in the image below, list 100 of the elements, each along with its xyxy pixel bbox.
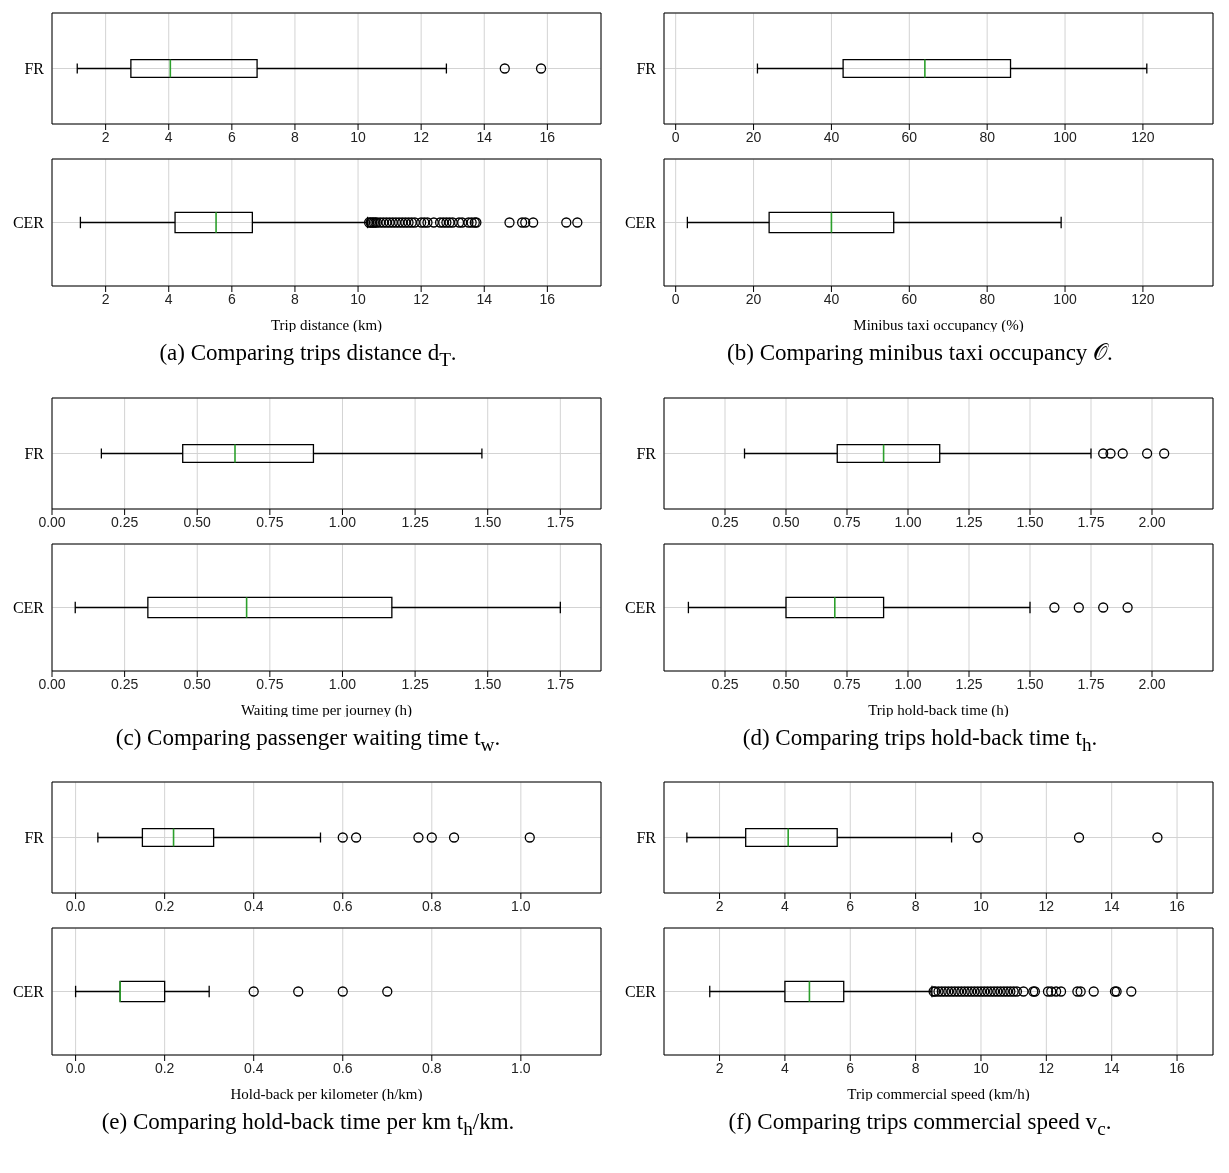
x-tick-label: 1.50	[1016, 513, 1044, 530]
x-tick-label: 0.50	[183, 513, 212, 530]
x-tick-label: 12	[413, 290, 430, 307]
x-tick-label: 1.00	[328, 513, 357, 530]
x-tick-label: 0.25	[711, 513, 739, 530]
x-tick-label: 40	[823, 128, 840, 145]
x-tick-label: 0.0	[65, 898, 86, 915]
text: (b) Comparing minibus taxi occupancy 𝒪.	[726, 340, 1114, 366]
y-tick-label: FR	[636, 60, 657, 78]
x-tick-label: 0.0	[65, 1060, 86, 1077]
x-tick-label: 1.75	[1077, 513, 1105, 530]
x-tick-label: 0.2	[154, 898, 175, 915]
x-tick-label: 6	[227, 128, 236, 145]
x-tick-label: 0.8	[422, 1060, 442, 1077]
x-tick-label: 0.75	[833, 675, 861, 692]
x-tick-label: 0.25	[711, 675, 739, 692]
x-tick-label: 6	[846, 898, 855, 915]
x-tick-label: 8	[291, 290, 300, 307]
x-tick-label: 1.00	[328, 675, 357, 692]
x-tick-label: 10	[973, 898, 989, 915]
x-tick-label: 0.75	[833, 513, 861, 530]
x-tick-label: 0.8	[422, 898, 442, 915]
y-tick-label: CER	[12, 598, 45, 616]
x-tick-label: 1.25	[955, 513, 983, 530]
x-tick-label: 0.25	[110, 675, 139, 692]
x-tick-label: 8	[291, 128, 300, 145]
x-tick-label: 12	[413, 128, 430, 145]
x-tick-label: 0.50	[772, 675, 800, 692]
x-tick-label: 1.50	[474, 675, 502, 692]
x-tick-label: 0.6	[333, 1060, 353, 1077]
x-tick-label: 1.75	[546, 675, 575, 692]
x-tick-label: 1.0	[511, 898, 531, 915]
x-tick-label: 1.0	[511, 1060, 531, 1077]
x-tick-label: 60	[901, 128, 918, 145]
x-tick-label: 0.2	[154, 1060, 175, 1077]
x-tick-label: 1.75	[1077, 675, 1105, 692]
text: (f) Comparing trips commercial speed v$_{c}$.	[727, 1109, 1113, 1140]
text: (d) Comparing trips hold-back time t$_{h}$.	[741, 724, 1099, 756]
x-tick-label: 60	[901, 290, 918, 307]
x-tick-label: 0.75	[256, 513, 284, 530]
x-tick-label: 120	[1131, 290, 1155, 307]
x-tick-label: 2	[101, 290, 110, 307]
x-tick-label: 1.25	[401, 513, 429, 530]
x-tick-label: 0.75	[256, 675, 284, 692]
x-tick-label: 14	[476, 290, 493, 307]
x-tick-label: 12	[1038, 1060, 1055, 1077]
text: (a) Comparing trips distance d$_{T}$.	[158, 340, 458, 371]
x-tick-label: 6	[846, 1060, 855, 1077]
x-tick-label: 0.25	[110, 513, 139, 530]
x-tick-label: 8	[911, 898, 920, 915]
x-tick-label: 1.50	[474, 513, 502, 530]
text: (e) Comparing hold-back time per km t$_{h}$/km.	[100, 1109, 516, 1140]
x-tick-label: 0.50	[772, 513, 800, 530]
y-tick-label: FR	[636, 444, 657, 462]
x-tick-label: 1.75	[546, 513, 575, 530]
x-tick-label: 8	[911, 1060, 920, 1077]
y-tick-label: CER	[12, 983, 45, 1001]
y-tick-label: CER	[624, 214, 657, 232]
x-tick-label: 100	[1053, 290, 1077, 307]
x-tick-label: 80	[979, 128, 996, 145]
y-tick-label: FR	[24, 444, 45, 462]
x-tick-label: 4	[781, 898, 790, 915]
x-tick-label: 4	[164, 128, 173, 145]
x-tick-label: 2	[101, 128, 110, 145]
x-tick-label: 0.6	[333, 898, 353, 915]
x-tick-label: 12	[1038, 898, 1055, 915]
x-tick-label: 14	[476, 128, 493, 145]
x-tick-label: 1.25	[401, 675, 429, 692]
x-tick-label: 4	[781, 1060, 790, 1077]
x-tick-label: 2	[715, 1060, 724, 1077]
x-tick-label: 14	[1103, 898, 1120, 915]
y-tick-label: CER	[12, 214, 45, 232]
x-tick-label: 0	[671, 290, 680, 307]
x-tick-label: 40	[823, 290, 840, 307]
x-tick-label: 1.00	[894, 675, 922, 692]
x-tick-label: 10	[350, 128, 367, 145]
x-tick-label: 6	[227, 290, 236, 307]
x-tick-label: 1.25	[955, 675, 983, 692]
x-tick-label: 0.00	[38, 513, 66, 530]
x-tick-label: 1.50	[1016, 675, 1044, 692]
x-tick-label: 10	[973, 1060, 989, 1077]
x-tick-label: 16	[539, 128, 556, 145]
x-tick-label: 120	[1131, 128, 1155, 145]
y-tick-label: FR	[636, 829, 657, 847]
y-tick-label: CER	[624, 983, 657, 1001]
x-tick-label: 1.00	[894, 513, 922, 530]
x-tick-label: 0.4	[243, 1060, 264, 1077]
x-tick-label: 20	[745, 128, 762, 145]
x-tick-label: 2.00	[1138, 513, 1166, 530]
x-tick-label: 0.4	[243, 898, 264, 915]
x-tick-label: 16	[539, 290, 556, 307]
x-tick-label: 100	[1053, 128, 1077, 145]
x-tick-label: 14	[1103, 1060, 1120, 1077]
x-tick-label: 10	[350, 290, 367, 307]
x-tick-label: 16	[1169, 898, 1186, 915]
text: (c) Comparing passenger waiting time t$_{w}$.	[114, 724, 502, 756]
x-tick-label: 16	[1169, 1060, 1186, 1077]
y-tick-label: FR	[24, 60, 45, 78]
x-tick-label: 0	[671, 128, 680, 145]
x-tick-label: 4	[164, 290, 173, 307]
